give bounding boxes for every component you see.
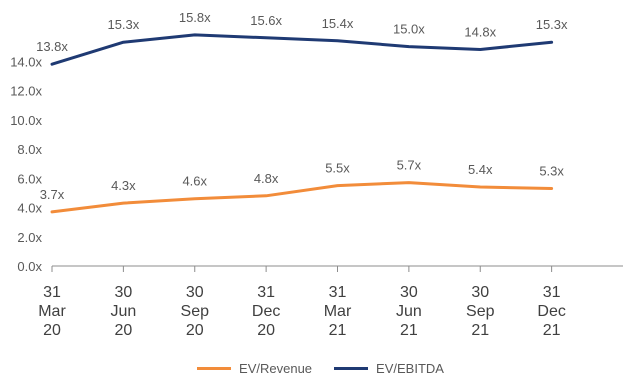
- y-tick-label: 8.0x: [17, 142, 42, 157]
- x-tick-label-line: Jun: [396, 303, 422, 320]
- data-label-ev-ebitda: 15.3x: [536, 17, 568, 32]
- y-tick-label: 12.0x: [10, 84, 42, 99]
- x-tick-label: 30 Jun 21: [396, 284, 422, 339]
- x-tick-label-line: Mar: [38, 303, 66, 320]
- series-line-ev-ebitda: [50, 33, 554, 66]
- x-tick-label-line: 21: [329, 322, 347, 339]
- legend-swatch-ev-ebitda: [334, 366, 369, 370]
- x-tick-label-line: 30: [186, 284, 204, 301]
- x-tick-label-line: 30: [114, 284, 132, 301]
- data-label-ev-ebitda: 15.0x: [393, 22, 425, 37]
- data-label-ev-revenue: 4.3x: [111, 178, 136, 193]
- legend-item-ev-ebitda: EV/EBITDA: [334, 361, 444, 376]
- data-label-ev-revenue: 5.7x: [397, 158, 422, 173]
- legend-label-ev-revenue: EV/Revenue: [239, 360, 313, 376]
- x-tick-label-line: 21: [400, 322, 418, 339]
- x-tick-label-line: 21: [543, 322, 561, 339]
- x-tick-label-line: Dec: [252, 303, 280, 320]
- x-tick-label-line: 31: [257, 284, 275, 301]
- data-label-ev-ebitda: 15.8x: [179, 10, 211, 25]
- x-tick-label-line: 20: [186, 322, 204, 339]
- data-label-ev-ebitda: 15.4x: [322, 16, 354, 31]
- data-label-ev-ebitda: 15.3x: [107, 17, 139, 32]
- data-label-ev-ebitda: 15.6x: [250, 13, 282, 28]
- y-tick-label: 4.0x: [17, 201, 42, 216]
- x-tick-label-line: 30: [400, 284, 418, 301]
- data-label-ev-revenue: 5.5x: [325, 161, 350, 176]
- y-tick-label: 6.0x: [17, 171, 42, 186]
- x-tick-label-line: Sep: [181, 303, 210, 320]
- x-tick-label-line: 30: [471, 284, 489, 301]
- x-tick-label-line: Mar: [324, 303, 352, 320]
- y-tick-label: 14.0x: [10, 54, 42, 69]
- x-tick-label: 31 Mar 21: [324, 284, 352, 339]
- data-label-ev-revenue: 4.8x: [254, 171, 279, 186]
- x-tick-label-line: 20: [257, 322, 275, 339]
- x-tick-label: 31 Dec 20: [252, 284, 280, 339]
- y-tick-label: 10.0x: [10, 113, 42, 128]
- x-tick-label: 30 Sep 20: [181, 284, 210, 339]
- x-tick-label-line: 31: [43, 284, 61, 301]
- x-tick-label-line: 21: [471, 322, 489, 339]
- legend: EV/Revenue EV/EBITDA: [0, 358, 641, 378]
- legend-swatch-ev-revenue: [197, 366, 232, 370]
- legend-label-ev-ebitda: EV/EBITDA: [376, 360, 444, 376]
- line-chart: 0.0x 2.0x 4.0x 6.0x 8.0x 10.0x 12.0x 14.0x 31 Mar…: [10, 10, 623, 339]
- data-label-ev-revenue: 3.7x: [40, 187, 65, 202]
- y-tick-label: 2.0x: [17, 230, 42, 245]
- x-tick-label: 30 Jun 20: [110, 284, 136, 339]
- data-label-ev-revenue: 4.6x: [182, 174, 207, 189]
- y-tick-label: 0.0x: [17, 259, 42, 274]
- x-tick-label-line: 20: [43, 322, 61, 339]
- x-tick-label: 31 Dec 21: [537, 284, 565, 339]
- series-line-ev-revenue: [50, 181, 554, 214]
- x-tick-label-line: Sep: [466, 303, 495, 320]
- x-tick-label-line: 20: [114, 322, 132, 339]
- x-tick-label-line: Dec: [537, 303, 565, 320]
- x-tick-label: 31 Mar 20: [38, 284, 66, 339]
- data-label-ev-ebitda: 13.8x: [36, 39, 68, 54]
- data-label-ev-ebitda: 14.8x: [464, 25, 496, 40]
- legend-item-ev-revenue: EV/Revenue: [197, 361, 312, 376]
- x-tick-label: 30 Sep 21: [466, 284, 495, 339]
- data-label-ev-revenue: 5.3x: [539, 163, 564, 178]
- x-tick-label-line: 31: [329, 284, 347, 301]
- x-tick-label-line: 31: [543, 284, 561, 301]
- data-label-ev-revenue: 5.4x: [468, 162, 493, 177]
- x-tick-label-line: Jun: [110, 303, 136, 320]
